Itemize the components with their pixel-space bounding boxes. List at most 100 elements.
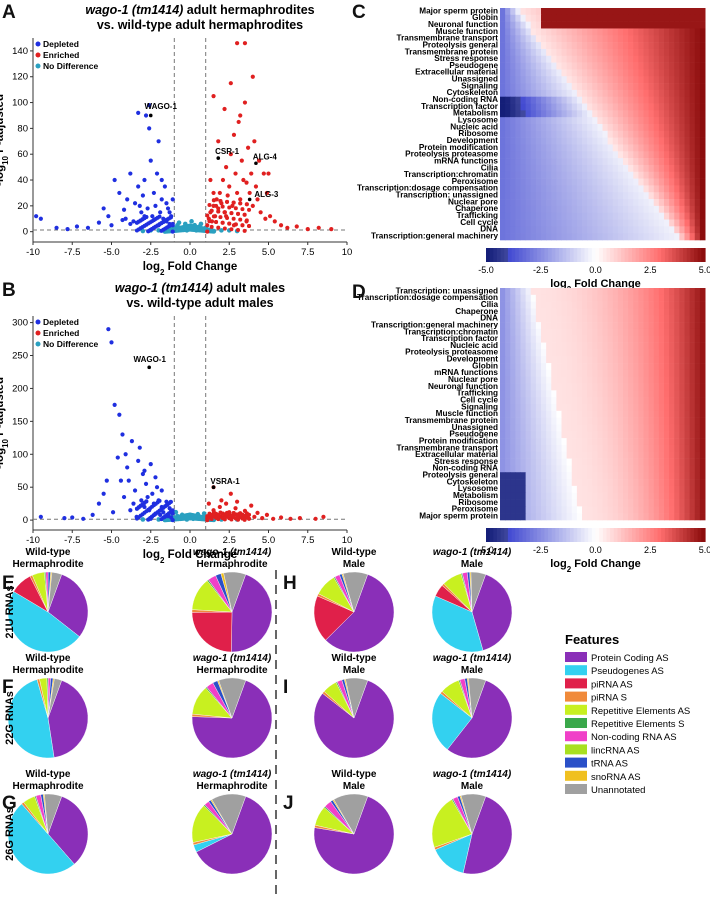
heatmap-cell [597,178,603,186]
heatmap-cell [566,390,573,398]
heatmap-cell [617,328,624,337]
heatmap-row-label: Non-coding RNA [433,464,499,473]
heatmap-cell [582,171,588,179]
heatmap-cell [617,205,624,214]
heatmap-cell [689,103,696,111]
heatmap-cell [566,383,573,391]
heatmap-row-label: Metabolism [453,491,498,500]
heatmap-cell [694,404,701,412]
heatmap-cell [576,472,583,480]
heatmap-cell [592,171,598,179]
heatmap-cell [546,89,552,98]
heatmap-cell [530,492,537,500]
heatmap-cell [515,485,521,494]
heatmap-cell [633,14,639,22]
heatmap-cell [500,485,506,494]
heatmap-cell [500,212,506,220]
heatmap-cell [530,226,537,234]
colorbar-segment [486,528,491,542]
heatmap-cell [510,55,516,63]
heatmap-cell [612,8,619,16]
heatmap-cell [505,513,511,521]
heatmap-cell [556,444,562,453]
heatmap-cell [510,178,516,186]
point-depleted [150,491,155,496]
heatmap-cell [648,117,655,125]
heatmap-cell [561,69,568,77]
heatmap-cell [612,417,619,425]
heatmap-cell [633,89,639,98]
heatmap-cell [689,233,696,241]
heatmap-cell [679,479,685,487]
heatmap-cell [530,199,537,207]
heatmap-cell [628,438,634,446]
heatmap-cell [623,103,629,111]
heatmap-cell [525,376,532,384]
point-enriched [242,212,247,217]
heatmap-cell [664,21,670,29]
heatmap-row-label: Unassigned [452,423,498,432]
heatmap-cell [520,513,527,521]
heatmap-cell [689,185,696,193]
heatmap-cell [633,410,639,418]
heatmap-cell [653,513,660,521]
point-enriched [258,210,263,215]
heatmap-cell [551,492,557,500]
heatmap-cell [617,390,624,398]
point-enriched [250,203,255,208]
point-enriched [266,171,271,176]
heatmap-cell [658,35,665,43]
heatmap-cell [658,178,665,186]
heatmap-cell [597,369,603,378]
heatmap-cell [587,335,593,343]
heatmap-cell [628,356,634,364]
heatmap-cell [592,164,598,173]
heatmap-cell [546,417,552,425]
heatmap-cell [556,438,562,446]
heatmap-cell [592,42,598,50]
heatmap-cell [612,130,619,138]
heatmap-cell [525,294,532,302]
heatmap-cell [551,89,557,98]
heatmap-cell [612,335,619,343]
heatmap-cell [546,472,552,480]
heatmap-cell [571,506,578,514]
heatmap-cell [535,369,542,378]
heatmap-cell [612,424,619,432]
heatmap-cell [535,205,542,214]
heatmap-cell [520,83,527,91]
heatmap-cell [525,438,532,446]
heatmap-cell [566,14,573,22]
point-enriched [247,207,252,212]
heatmap-cell [699,103,706,111]
colorbar-segment [515,528,520,542]
heatmap-cell [530,83,537,91]
heatmap-cell [566,438,573,446]
heatmap-cell [520,335,527,343]
heatmap-cell [571,233,578,241]
heatmap-cell [653,62,660,70]
heatmap-cell [658,89,665,98]
heatmap-cell [576,226,583,234]
heatmap-cell [530,335,537,343]
heatmap-cell [597,144,603,152]
heatmap-cell [658,103,665,111]
heatmap-cell [551,226,557,234]
heatmap-cell [633,21,639,29]
heatmap-cell [684,171,691,179]
pie-chart: wago-1 (tm1414)Hermaphrodite [191,653,273,759]
heatmap-cell [576,219,583,227]
heatmap-cell [587,479,593,487]
colorbar-segment [639,248,644,262]
heatmap-cell [530,451,537,459]
heatmap-cell [638,356,644,364]
heatmap-cell [623,513,629,521]
heatmap-cell [694,178,701,186]
heatmap-cell [602,205,609,214]
heatmap-cell [587,96,593,104]
point-enriched [222,226,227,231]
heatmap-cell [592,185,598,193]
heatmap-cell [530,294,537,302]
heatmap-cell [623,171,629,179]
heatmap-cell [541,410,547,418]
